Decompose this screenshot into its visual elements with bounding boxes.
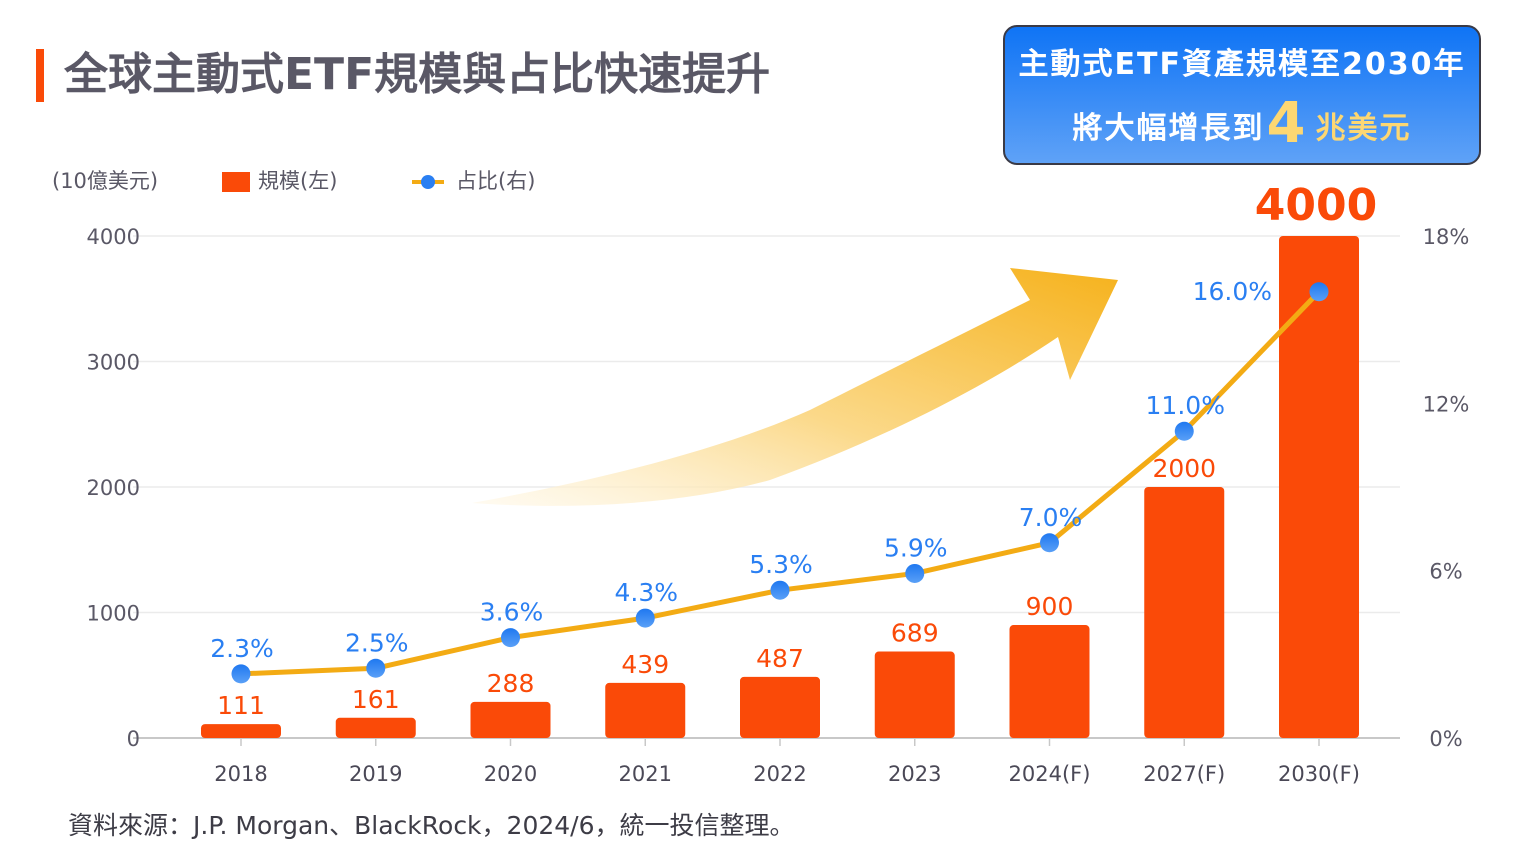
- x-axis-tick-label: 2030(F): [1278, 762, 1360, 786]
- bar-data-label: 900: [1026, 592, 1074, 621]
- callout-unit: 兆美元: [1315, 111, 1412, 146]
- legend-line-label: 占比(右): [456, 169, 536, 193]
- title-accent-bar: [36, 49, 44, 102]
- right-axis-ticks: 0% 6% 12% 18%: [1423, 225, 1470, 751]
- bar-data-label: 111: [217, 691, 265, 720]
- x-axis: [240, 738, 1320, 746]
- x-axis-tick-label: 2027(F): [1143, 762, 1225, 786]
- x-axis-tick-label: 2024(F): [1009, 762, 1091, 786]
- bar: [201, 724, 281, 738]
- line-data-label: 3.6%: [480, 598, 544, 627]
- x-axis-tick-label: 2022: [753, 762, 806, 786]
- line-marker: [905, 563, 925, 583]
- x-axis-tick-label: 2020: [484, 762, 537, 786]
- source-note: 資料來源：J.P. Morgan、BlackRock，2024/6，統一投信整理…: [68, 811, 795, 840]
- bar: [605, 682, 686, 738]
- callout-prefix: 將大幅增長到: [1072, 111, 1265, 146]
- line-marker: [635, 608, 655, 628]
- bar: [874, 651, 955, 738]
- x-axis-tick-label: 2023: [888, 762, 941, 786]
- line-marker: [770, 580, 790, 600]
- bar: [740, 676, 820, 738]
- line-data-label: 5.9%: [884, 533, 948, 562]
- page-title: 全球主動式ETF規模與占比快速提升: [64, 49, 771, 100]
- line-marker: [366, 658, 386, 678]
- left-axis-tick-label: 2000: [87, 476, 140, 500]
- trend-arrow-icon: [472, 268, 1118, 506]
- line-marker: [1309, 282, 1329, 302]
- left-axis-ticks: 0 1000 2000 3000 4000: [87, 225, 140, 751]
- line-data-label: 5.3%: [749, 550, 813, 579]
- line-data-label: 16.0%: [1193, 277, 1272, 306]
- right-axis-tick-label: 12%: [1423, 392, 1470, 416]
- bar-data-label: 487: [756, 644, 804, 673]
- line-data-label: 11.0%: [1146, 391, 1225, 420]
- line-data-labels: 2.3% 2.5% 3.6% 4.3% 5.3% 5.9% 7.0% 11.0% 16.0%: [210, 277, 1272, 663]
- left-axis-tick-label: 0: [127, 727, 140, 751]
- line-marker: [231, 664, 251, 684]
- bar: [1279, 236, 1359, 738]
- callout-highlight-number: 4: [1266, 91, 1308, 156]
- line-series: [231, 282, 1329, 684]
- bar: [1144, 487, 1225, 738]
- x-axis-tick-label: 2021: [619, 762, 672, 786]
- bar-data-label: 288: [487, 669, 535, 698]
- callout-line-2: 將大幅增長到4 兆美元: [1005, 96, 1479, 154]
- bar: [1009, 625, 1090, 738]
- x-axis-tick-label: 2019: [349, 762, 402, 786]
- bar: [335, 717, 416, 738]
- legend-bar-swatch: [222, 172, 250, 192]
- x-axis-labels: 2018 2019 2020 2021 2022 2023 2024(F) 2027(F) 20…: [214, 762, 1360, 786]
- legend-bar-label: 規模(左): [258, 169, 338, 193]
- line-marker: [1174, 421, 1194, 441]
- line-data-label: 2.3%: [210, 634, 274, 663]
- callout-line-1: 主動式ETF資產規模至2030年: [1018, 47, 1466, 82]
- bar: [470, 701, 551, 738]
- left-axis-unit-label: (10億美元): [52, 169, 159, 193]
- right-axis-tick-label: 6%: [1429, 560, 1462, 584]
- bar-series: [201, 236, 1359, 738]
- line-marker: [501, 628, 520, 648]
- left-axis-tick-label: 4000: [87, 225, 140, 249]
- bar-data-label: 689: [891, 619, 939, 648]
- line-data-label: 2.5%: [345, 628, 409, 657]
- right-axis-tick-label: 18%: [1423, 225, 1470, 249]
- callout-box: 主動式ETF資產規模至2030年 將大幅增長到4 兆美元: [1003, 25, 1481, 165]
- x-axis-tick-label: 2018: [214, 762, 267, 786]
- bar-data-label: 2000: [1152, 454, 1216, 483]
- line-data-label: 7.0%: [1019, 503, 1083, 532]
- legend-line-marker-icon: [412, 175, 444, 189]
- bar-data-label: 4000: [1255, 180, 1377, 231]
- left-axis-tick-label: 3000: [87, 351, 140, 375]
- line-data-label: 4.3%: [614, 578, 678, 607]
- right-axis-tick-label: 0%: [1429, 727, 1462, 751]
- bar-data-label: 439: [621, 650, 669, 679]
- bar-data-label: 161: [352, 685, 400, 714]
- line-marker: [1040, 533, 1059, 553]
- left-axis-tick-label: 1000: [87, 602, 140, 626]
- bar-data-labels: 111 161 288 439 487 689 900 2000 4000: [217, 180, 1377, 720]
